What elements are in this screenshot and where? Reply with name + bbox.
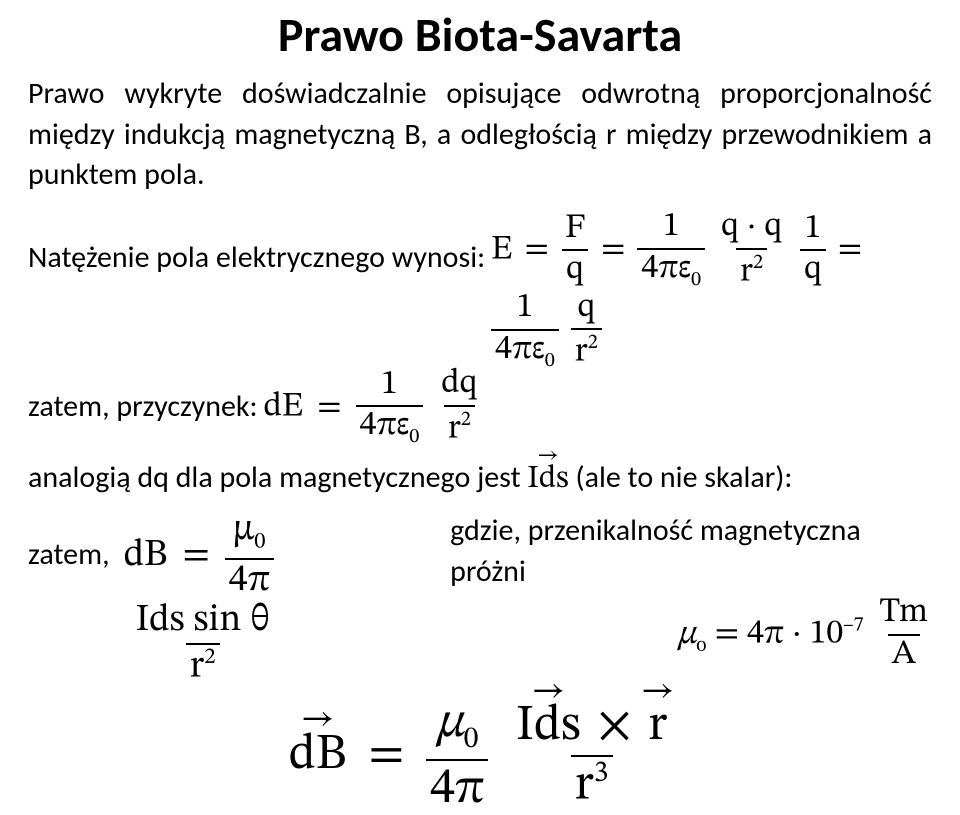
eq-sign: = bbox=[311, 391, 347, 425]
paragraph-1: Prawo wykryte doświadczalnie opisujące o… bbox=[28, 74, 932, 196]
eq-E-q: q bbox=[562, 249, 588, 289]
eq-r: r bbox=[740, 255, 753, 289]
three-sup: 3 bbox=[594, 759, 609, 789]
mu: μ bbox=[233, 511, 254, 549]
zero-sub: 0 bbox=[464, 725, 479, 755]
line-dE-label: zatem, przyczynek: bbox=[28, 387, 258, 428]
equation-E: E = F q = 1 4πε0 q · q r2 1 q = 1 4πε0 bbox=[491, 210, 932, 371]
eq-E-F: F bbox=[561, 212, 589, 250]
eq-4pe0: 4πε bbox=[495, 333, 545, 367]
eq-r: r bbox=[575, 760, 594, 810]
line-dB-label: zatem, bbox=[28, 511, 110, 576]
fourpi: 4π bbox=[225, 558, 274, 602]
line-analogy-prefix: analogią dq dla pola magnetycznego jest bbox=[28, 459, 527, 496]
zero-sub: 0 bbox=[691, 269, 701, 290]
eq-r: r bbox=[448, 412, 461, 446]
two-sup: 2 bbox=[753, 252, 763, 273]
mu-rhs: = 4π · 10 bbox=[715, 618, 844, 652]
eq-qq: q · q bbox=[717, 210, 786, 248]
line-analogy: analogią dq dla pola magnetycznego jest … bbox=[28, 458, 932, 501]
eq-r: r bbox=[575, 336, 588, 370]
equation-dB: dB = μ0 4π Ids sin θ r2 bbox=[124, 511, 427, 689]
eq-sign: = bbox=[358, 730, 414, 780]
eq-dB-lhs: dB bbox=[124, 537, 168, 575]
ids-sin-theta: Ids sin θ bbox=[132, 602, 274, 644]
eq-sign: = bbox=[520, 233, 552, 267]
mu: μ bbox=[436, 698, 464, 748]
eq-sign: = bbox=[834, 233, 866, 267]
page-title: Prawo Biota-Savarta bbox=[28, 10, 932, 60]
mu-exp: –7 bbox=[843, 615, 863, 636]
eq-dE-lhs: dE bbox=[264, 391, 304, 425]
one: 1 bbox=[801, 212, 826, 250]
zero-sub: 0 bbox=[545, 349, 555, 370]
two-sup: 2 bbox=[204, 647, 215, 669]
equation-dE: dE = 1 4πε0 dq r2 bbox=[264, 367, 482, 448]
two-sup: 2 bbox=[588, 332, 598, 353]
mu: μ bbox=[677, 618, 696, 652]
eq-q: q bbox=[800, 249, 826, 289]
eq-sign: = bbox=[176, 537, 215, 575]
line-analogy-suffix: (ale to nie skalar): bbox=[569, 459, 793, 496]
two-sup: 2 bbox=[461, 409, 471, 430]
equation-mu-value: μo = 4π · 10–7 Tm A bbox=[450, 596, 932, 673]
one: 1 bbox=[513, 291, 538, 329]
permeability-label: gdzie, przenikalność magnetyczna próżni bbox=[450, 511, 932, 592]
r-vector: r bbox=[648, 700, 667, 753]
eq-4pe0: 4πε bbox=[360, 409, 410, 443]
fourpi: 4π bbox=[426, 759, 488, 815]
eq-sign: = bbox=[597, 233, 629, 267]
Tm: Tm bbox=[876, 596, 932, 634]
eq-4pe0: 4πε bbox=[641, 252, 691, 286]
one: 1 bbox=[659, 210, 684, 248]
eq-q: q bbox=[573, 291, 599, 329]
equation-dB-vector: dB = μ0 4π Ids × r r3 bbox=[28, 697, 932, 815]
ids-vector: Ids bbox=[527, 458, 568, 501]
line-intensity-label: Natężenie pola elektrycznego wynosi: bbox=[28, 210, 485, 279]
zero-sub: 0 bbox=[409, 426, 419, 447]
one: 1 bbox=[377, 368, 402, 406]
A: A bbox=[888, 634, 920, 674]
eq-dq: dq bbox=[437, 367, 481, 405]
zero-sub: 0 bbox=[254, 532, 265, 554]
eq-r: r bbox=[190, 649, 204, 687]
eq-E-lhs: E bbox=[491, 233, 512, 267]
dB-vector: dB bbox=[289, 724, 347, 787]
ids-vector: Ids bbox=[516, 700, 581, 753]
